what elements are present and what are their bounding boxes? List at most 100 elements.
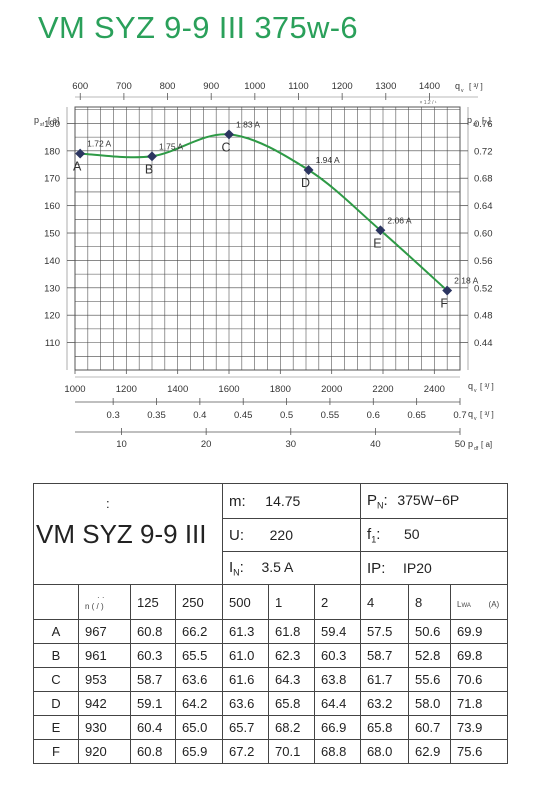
param-m: m: 14.75 xyxy=(221,483,362,519)
row-band-value: 61.3 xyxy=(222,619,269,644)
param-in-value: 3.5 A xyxy=(261,558,294,575)
data-point-d xyxy=(303,165,314,175)
row-band-value: 68.8 xyxy=(313,739,362,764)
noise-row-a: A 967 60.8 66.2 61.3 61.8 59.4 57.5 50.6 69.9 xyxy=(33,619,509,644)
noise-row-c: C 953 58.7 63.6 61.6 64.3 63.8 61.7 55.6 70.6 xyxy=(33,667,509,692)
noise-header-row: · · n ( / ) 125 250 500 1 2 4 8 LWA (A) xyxy=(33,584,509,620)
bottom-tick-label: 1200 xyxy=(116,384,137,395)
param-pn: PN: 375W−6P xyxy=(360,483,509,519)
row-speed: 961 xyxy=(78,643,131,668)
header-blank xyxy=(33,584,79,620)
row-band-value: 63.6 xyxy=(222,691,269,716)
row-band-value: 68.0 xyxy=(360,739,410,764)
row-band-value: 67.2 xyxy=(222,739,269,764)
top-axis-label: q xyxy=(455,81,460,91)
param-f1: f1: 50 xyxy=(360,518,509,552)
fan-performance-chart: 1000 1200 1400 1600 1800 2000 2200 2400 600 700 80… xyxy=(34,81,494,452)
row-band-value: 68.2 xyxy=(268,715,315,740)
right-tick-label: 0.64 xyxy=(474,201,493,212)
noise-row-b: B 961 60.3 65.5 61.0 62.3 60.3 58.7 52.8 69.8 xyxy=(33,643,509,668)
right-axis-label-sub: sf xyxy=(473,122,478,128)
left-axis-label-unit: [ a] xyxy=(48,116,59,125)
point-letter-a: A xyxy=(73,160,82,174)
extra1-tick-label: 0.45 xyxy=(234,410,253,421)
param-u-value: 220 xyxy=(269,526,293,543)
row-band-value: 65.0 xyxy=(175,715,223,740)
noise-row-d: D 942 59.1 64.2 63.6 65.8 64.4 63.2 58.0 71.8 xyxy=(33,691,509,716)
chart-curve xyxy=(80,133,448,292)
row-band-value: 65.8 xyxy=(268,691,315,716)
chart-axes: 1000 1200 1400 1600 1800 2000 2200 2400 600 700 80… xyxy=(34,81,494,452)
row-band-value: 65.7 xyxy=(222,715,269,740)
header-band-125: 125 xyxy=(130,584,176,620)
point-letter-f: F xyxy=(440,297,448,311)
data-point-a xyxy=(75,148,86,159)
extra2-tick-label: 20 xyxy=(201,439,212,450)
top-tick-label: 600 xyxy=(72,81,88,92)
header-band-2k: 2 xyxy=(313,584,362,620)
right-axis-label-unit: [ ,] xyxy=(482,116,491,125)
row-band-value: 60.3 xyxy=(313,643,362,668)
row-band-value: 70.1 xyxy=(268,739,315,764)
bottom-tick-label: 1400 xyxy=(167,384,188,395)
param-ip: IP: IP20 xyxy=(360,551,509,585)
extra1-tick-label: 0.6 xyxy=(367,410,380,421)
row-speed: 967 xyxy=(78,619,131,644)
left-tick-label: 190 xyxy=(44,119,60,130)
bottom-tick-label: 1800 xyxy=(270,384,291,395)
row-band-value: 61.8 xyxy=(268,619,315,644)
row-band-value: 64.2 xyxy=(175,691,223,716)
param-ip-label: IP: xyxy=(367,559,386,577)
extra2-tick-label: 10 xyxy=(116,439,127,450)
param-ip-value: IP20 xyxy=(402,559,432,576)
extra2-tick-label: 50 xyxy=(455,439,466,450)
extra1-axis-label-unit: [ ³/ ] xyxy=(480,410,494,419)
row-lwa: 69.8 xyxy=(450,643,509,668)
row-point-label: A xyxy=(33,619,79,644)
bottom-axis-label: q xyxy=(468,381,473,391)
param-f1-value: 50 xyxy=(404,525,420,542)
extra2-axis-label: p xyxy=(468,439,473,449)
extra1-tick-label: 0.35 xyxy=(147,410,166,421)
bottom-tick-label: 2200 xyxy=(372,384,393,395)
current-label-f: 2.18 A xyxy=(454,276,478,286)
point-letter-c: C xyxy=(221,140,230,154)
row-band-value: 62.9 xyxy=(408,739,452,764)
row-band-value: 55.6 xyxy=(408,667,452,692)
current-label-b: 1.75 A xyxy=(159,141,183,151)
model-name: : VM SYZ 9-9 III xyxy=(33,483,223,585)
extra1-tick-label: 0.55 xyxy=(321,410,340,421)
top-tick-label: 1000 xyxy=(244,81,265,92)
row-speed: 953 xyxy=(78,667,131,692)
right-tick-label: 0.44 xyxy=(474,338,493,349)
right-tick-label: 0.76 xyxy=(474,119,493,130)
row-band-value: 66.9 xyxy=(313,715,362,740)
param-f1-sub: 1 xyxy=(371,534,377,545)
bottom-tick-label: 2400 xyxy=(424,384,445,395)
top-tick-label: 900 xyxy=(203,81,219,92)
param-f1-suffix: : xyxy=(376,525,381,543)
row-band-value: 50.6 xyxy=(408,619,452,644)
row-band-value: 62.3 xyxy=(268,643,315,668)
extra1-tick-label: 0.65 xyxy=(407,410,426,421)
header-lwa-sub: WA xyxy=(461,602,471,609)
point-letter-b: B xyxy=(145,162,153,176)
left-tick-label: 170 xyxy=(44,174,60,185)
top-tick-label: 1300 xyxy=(375,81,396,92)
extra2-axis-label-sub: df xyxy=(474,446,479,452)
top-axis-label-unit: [ ³/ ] xyxy=(469,82,483,91)
row-point-label: C xyxy=(33,667,79,692)
row-band-value: 65.9 xyxy=(175,739,223,764)
param-in: IN: 3.5 A xyxy=(221,551,362,585)
top-axis-label-sub: v xyxy=(461,88,464,94)
row-band-value: 61.0 xyxy=(222,643,269,668)
top-axis-note: × 1.2 / ¹ xyxy=(419,100,436,106)
extra1-tick-label: 0.3 xyxy=(107,410,120,421)
param-pn-suffix: : xyxy=(383,491,388,509)
right-axis-label: p xyxy=(467,115,472,125)
point-letter-e: E xyxy=(373,236,381,250)
bottom-tick-label: 2000 xyxy=(321,384,342,395)
bottom-tick-label: 1600 xyxy=(218,384,239,395)
left-axis-label: p xyxy=(34,115,39,125)
data-point-c xyxy=(224,129,234,140)
